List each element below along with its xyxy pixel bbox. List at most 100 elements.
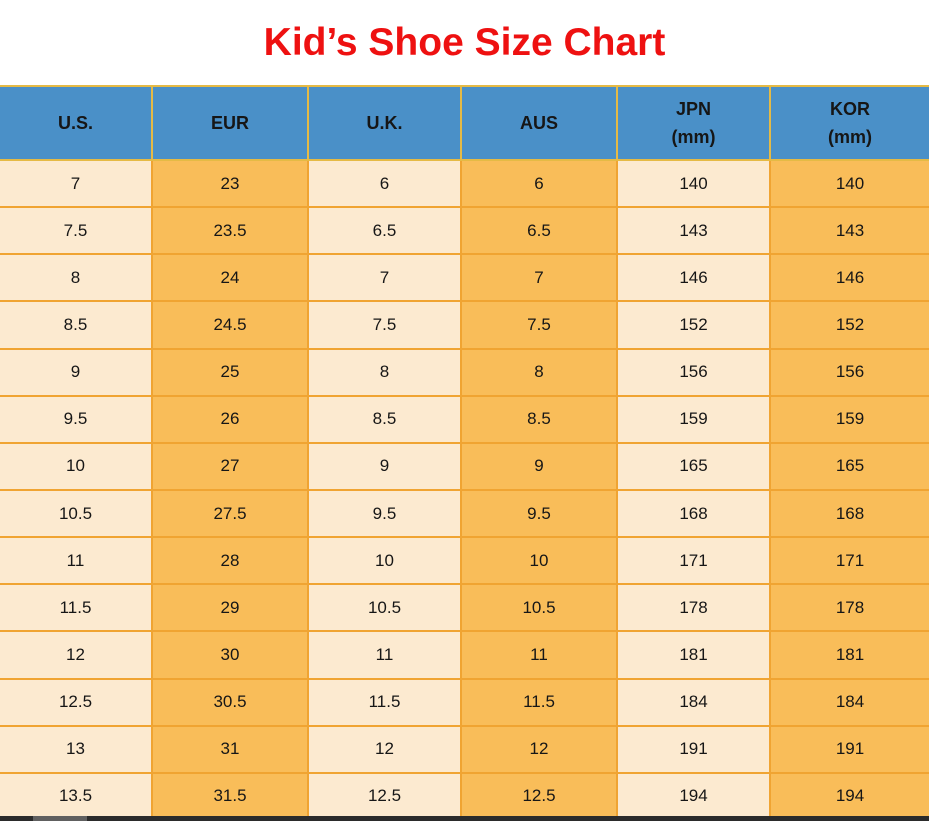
cell-uk: 7.5 — [307, 300, 462, 350]
cell-uk: 7 — [307, 253, 462, 303]
cell-kor: 168 — [769, 488, 929, 539]
cell-aus: 6.5 — [460, 206, 618, 256]
table-row: 12 30 11 11 181 181 — [0, 630, 929, 680]
cell-jpn: 171 — [616, 536, 771, 586]
cell-us: 9.5 — [0, 394, 153, 444]
cell-uk: 9 — [307, 441, 462, 491]
table-row: 8 24 7 7 146 146 — [0, 253, 929, 303]
cell-jpn: 140 — [616, 158, 771, 209]
cell-aus: 9 — [460, 441, 618, 491]
cell-jpn: 178 — [616, 583, 771, 633]
cell-kor: 178 — [769, 583, 929, 633]
column-header-label: KOR — [830, 98, 870, 119]
table-row: 7 23 6 6 140 140 — [0, 158, 929, 209]
cell-us: 9 — [0, 347, 153, 397]
cell-uk: 12.5 — [307, 771, 462, 820]
cell-kor: 171 — [769, 536, 929, 586]
column-header-label: EUR — [210, 112, 249, 133]
cell-us: 11 — [0, 536, 153, 586]
cell-kor: 159 — [769, 394, 929, 444]
cell-uk: 11 — [307, 630, 462, 680]
cell-aus: 10.5 — [460, 583, 618, 633]
cell-eur: 31 — [151, 724, 309, 774]
cell-uk: 11.5 — [307, 677, 462, 727]
cell-kor: 140 — [769, 158, 929, 209]
cell-aus: 9.5 — [460, 488, 618, 539]
cell-jpn: 156 — [616, 347, 771, 397]
column-header-us: U.S. — [0, 86, 153, 161]
cell-aus: 12 — [460, 724, 618, 774]
cell-us: 8 — [0, 253, 153, 303]
cell-uk: 8 — [307, 347, 462, 397]
cell-aus: 10 — [460, 536, 618, 586]
cell-uk: 9.5 — [307, 488, 462, 539]
cell-kor: 143 — [769, 206, 929, 256]
column-header-unit: (mm) — [828, 126, 872, 147]
cell-eur: 25 — [151, 347, 309, 397]
cell-eur: 23.5 — [151, 206, 309, 256]
cell-eur: 24 — [151, 253, 309, 303]
cell-kor: 156 — [769, 347, 929, 397]
title-area: Kid’s Shoe Size Chart — [0, 0, 929, 85]
table-row: 13.5 31.5 12.5 12.5 194 194 — [0, 771, 929, 820]
table-row: 13 31 12 12 191 191 — [0, 724, 929, 774]
cell-us: 7.5 — [0, 206, 153, 256]
table-row: 8.5 24.5 7.5 7.5 152 152 — [0, 300, 929, 350]
page-title: Kid’s Shoe Size Chart — [263, 20, 666, 64]
cell-us: 10 — [0, 441, 153, 491]
cell-aus: 12.5 — [460, 771, 618, 820]
cell-aus: 6 — [460, 158, 618, 209]
cell-kor: 165 — [769, 441, 929, 491]
column-header-jpn: JPN (mm) — [616, 86, 771, 161]
table-body: 7 23 6 6 140 140 7.5 23.5 6.5 6.5 143 143 8 24 7 7 146 14… — [0, 158, 929, 820]
cell-uk: 8.5 — [307, 394, 462, 444]
cell-uk: 10 — [307, 536, 462, 586]
table-row: 10.5 27.5 9.5 9.5 168 168 — [0, 488, 929, 539]
cell-jpn: 191 — [616, 724, 771, 774]
column-header-uk: U.K. — [307, 86, 462, 161]
cell-us: 12.5 — [0, 677, 153, 727]
table-row: 12.5 30.5 11.5 11.5 184 184 — [0, 677, 929, 727]
cell-us: 8.5 — [0, 300, 153, 350]
cell-jpn: 152 — [616, 300, 771, 350]
cell-eur: 23 — [151, 158, 309, 209]
scrollbar-thumb[interactable] — [33, 816, 87, 821]
cell-eur: 28 — [151, 536, 309, 586]
cell-us: 10.5 — [0, 488, 153, 539]
cell-jpn: 159 — [616, 394, 771, 444]
cell-aus: 11 — [460, 630, 618, 680]
cell-uk: 6 — [307, 158, 462, 209]
cell-kor: 184 — [769, 677, 929, 727]
cell-eur: 31.5 — [151, 771, 309, 820]
cell-aus: 7.5 — [460, 300, 618, 350]
cell-kor: 191 — [769, 724, 929, 774]
cell-eur: 27.5 — [151, 488, 309, 539]
table-row: 11 28 10 10 171 171 — [0, 536, 929, 586]
cell-us: 13 — [0, 724, 153, 774]
column-header-unit: (mm) — [671, 126, 716, 147]
cell-jpn: 184 — [616, 677, 771, 727]
cell-us: 7 — [0, 158, 153, 209]
table-row: 7.5 23.5 6.5 6.5 143 143 — [0, 206, 929, 256]
cell-uk: 10.5 — [307, 583, 462, 633]
bottom-scrollbar[interactable] — [0, 816, 929, 821]
size-conversion-table: U.S. EUR U.K. AUS JPN (mm) KOR (mm) 7 23 6 6 140 140… — [0, 86, 929, 820]
column-header-label: U.S. — [57, 112, 93, 133]
cell-jpn: 181 — [616, 630, 771, 680]
cell-aus: 8.5 — [460, 394, 618, 444]
cell-aus: 11.5 — [460, 677, 618, 727]
cell-uk: 6.5 — [307, 206, 462, 256]
header-row: U.S. EUR U.K. AUS JPN (mm) KOR (mm) — [0, 86, 929, 161]
cell-kor: 146 — [769, 253, 929, 303]
cell-jpn: 165 — [616, 441, 771, 491]
table-row: 9 25 8 8 156 156 — [0, 347, 929, 397]
column-header-eur: EUR — [151, 86, 309, 161]
column-header-label: JPN — [675, 98, 711, 119]
column-header-aus: AUS — [460, 86, 618, 161]
cell-eur: 29 — [151, 583, 309, 633]
column-header-kor: KOR (mm) — [769, 86, 929, 161]
cell-us: 11.5 — [0, 583, 153, 633]
cell-eur: 30.5 — [151, 677, 309, 727]
cell-us: 13.5 — [0, 771, 153, 820]
